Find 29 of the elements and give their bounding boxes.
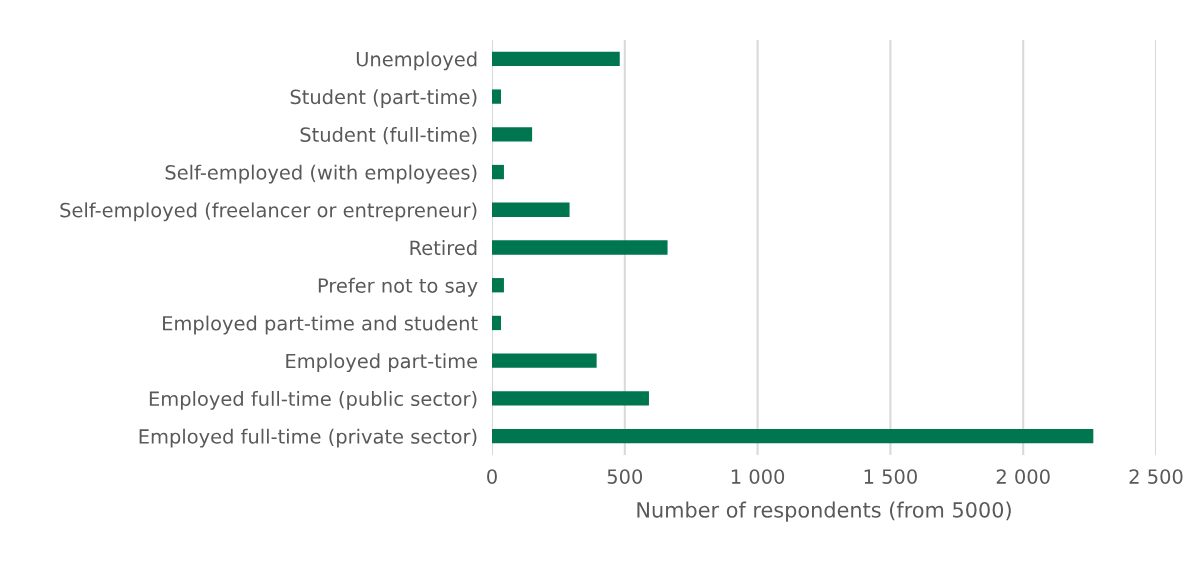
bar [492,428,1094,444]
y-tick-label: Employed full-time (public sector) [149,391,477,410]
bar [492,315,502,331]
y-tick-label: Prefer not to say [318,277,478,297]
bar [492,127,533,142]
bar [492,278,504,293]
bar [492,391,649,406]
y-tick-label: Employed full-time (private sector) [139,428,477,448]
bar [492,164,504,180]
bar [492,353,597,368]
y-tick-label: Employed part-time [286,353,478,373]
x-axis-title: Number of respondents (from 5000) [637,501,1011,522]
y-tick-label: Employed part-time and student [163,315,478,335]
x-tick-label: 0 [487,469,497,484]
y-tick-label: Self-employed (with employees) [165,164,477,184]
bar [492,202,570,217]
x-tick-label: 500 [607,469,643,484]
x-tick-label: 2 500 [1129,469,1183,484]
y-tick-label: Student (full-time) [300,126,477,145]
bar [492,51,620,67]
y-tick-label: Unemployed [356,51,477,71]
y-tick-label: Student (part-time) [290,89,477,109]
y-tick-label: Self-employed (freelancer or entrepreneur) [60,202,477,222]
bar [492,240,668,255]
bar [492,89,502,104]
x-tick-label: 1 000 [731,469,785,484]
x-tick-label: 1 500 [864,469,917,484]
y-tick-label: Retired [410,240,477,256]
x-tick-label: 2 000 [996,469,1050,484]
